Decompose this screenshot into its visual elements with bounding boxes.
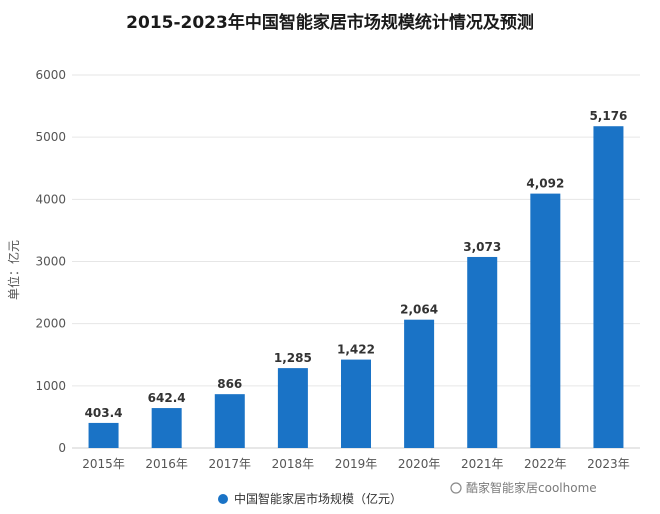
y-tick-label: 0	[58, 441, 66, 455]
y-axis-ticks: 0 1000 2000 3000 4000 5000 6000	[35, 68, 66, 455]
watermark: 酷家智能家居coolhome	[450, 480, 597, 495]
bar	[88, 422, 119, 448]
x-tick-label: 2016年	[145, 457, 188, 471]
x-tick-label: 2019年	[335, 457, 378, 471]
x-tick-label: 2015年	[82, 457, 125, 471]
data-label: 5,176	[589, 109, 627, 123]
bar	[593, 126, 624, 448]
data-label: 403.4	[85, 406, 123, 420]
x-tick-label: 2018年	[272, 457, 315, 471]
data-label: 4,092	[526, 177, 564, 191]
data-label: 1,422	[337, 343, 375, 357]
data-label: 642.4	[148, 391, 186, 405]
y-tick-label: 1000	[35, 379, 66, 393]
bar	[341, 359, 371, 448]
chart-title: 2015-2023年中国智能家居市场规模统计情况及预测	[126, 13, 534, 33]
y-tick-label: 5000	[35, 130, 66, 144]
bar	[277, 368, 308, 448]
bars	[88, 126, 624, 448]
wechat-icon	[450, 482, 462, 494]
x-tick-label: 2017年	[209, 457, 252, 471]
y-tick-label: 2000	[35, 317, 66, 331]
legend-marker	[218, 494, 228, 504]
data-label: 866	[217, 377, 242, 391]
legend-label: 中国智能家居市场规模（亿元）	[234, 491, 402, 506]
y-tick-label: 3000	[35, 255, 66, 269]
y-axis-title: 单位：亿元	[6, 240, 21, 300]
x-axis-ticks: 2015年 2016年 2017年 2018年 2019年 2020年 2021年 2022年…	[82, 457, 629, 471]
data-label: 1,285	[274, 351, 312, 365]
watermark-text: 酷家智能家居coolhome	[466, 480, 597, 495]
bar	[467, 256, 498, 448]
bar	[151, 408, 182, 448]
x-tick-label: 2020年	[398, 457, 441, 471]
legend: 中国智能家居市场规模（亿元）	[218, 491, 402, 506]
y-tick-label: 4000	[35, 192, 66, 206]
x-tick-label: 2023年	[587, 457, 630, 471]
data-label: 3,073	[463, 240, 501, 254]
x-tick-label: 2022年	[524, 457, 567, 471]
bar	[214, 394, 245, 448]
data-label: 2,064	[400, 303, 438, 317]
bar	[404, 319, 435, 448]
data-labels: 403.4 642.4 866 1,285 1,422 2,064 3,073 4,092 5,…	[85, 109, 628, 420]
y-tick-label: 6000	[35, 68, 66, 82]
x-tick-label: 2021年	[461, 457, 504, 471]
bar	[530, 193, 561, 448]
